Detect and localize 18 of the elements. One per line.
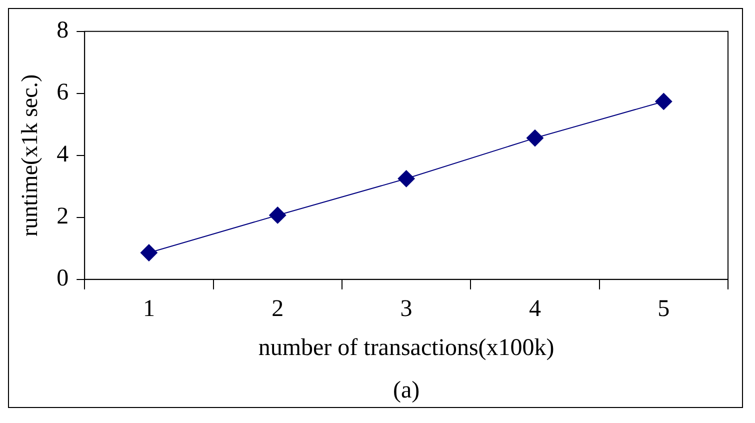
y-tick-label: 0	[56, 266, 69, 292]
x-tick-label: 3	[400, 296, 412, 322]
text: (a)	[392, 377, 420, 404]
point	[398, 170, 415, 188]
point	[526, 130, 544, 147]
x-tick-label: 4	[528, 296, 541, 322]
x-axis-title: number of transactions(x100k)	[258, 334, 554, 361]
x-tick-label: 2	[272, 296, 284, 322]
y-tick-label: 4	[56, 142, 69, 168]
y-tick-label: 6	[56, 80, 69, 106]
y-tick-label: 2	[56, 204, 69, 230]
point	[655, 92, 672, 110]
point	[140, 244, 158, 262]
point	[269, 206, 286, 224]
x-tick-label: 1	[142, 296, 155, 322]
x-tick-label: 5	[658, 296, 670, 322]
y-axis-title: runtime(x1k sec.)	[16, 74, 42, 237]
y-tick-label: 8	[56, 18, 69, 44]
